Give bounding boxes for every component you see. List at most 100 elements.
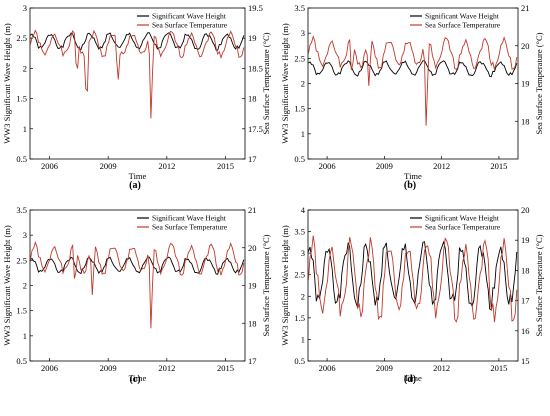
x-tick-label: 2009	[376, 363, 393, 373]
x-tick-label: 2015	[490, 363, 507, 373]
y-tick-label: 1.5	[16, 306, 27, 316]
panel-a: 2006 2009 2012 2015 0.5 1 1.5 2 2.5 3 17 17.5 18 18.5…	[2, 3, 271, 191]
x-tick-label: 2009	[100, 363, 117, 373]
x-tick-label: 2006	[319, 363, 336, 373]
plot-frame	[29, 209, 246, 362]
panel-b: 2006 2009 2012 2015 0.5 1 1.5 2 2.5 3 3.5 18 19 20 21 T…	[280, 3, 544, 191]
panel-label: (d)	[404, 374, 416, 385]
x-tick-label: 2012	[158, 363, 175, 373]
y2-tick-label: 20	[521, 205, 530, 215]
y-tick-label: 0.5	[16, 154, 27, 164]
y-tick-label: 2	[301, 291, 305, 301]
y-tick-label: 2	[23, 63, 27, 73]
y-tick-label: 1	[301, 334, 305, 344]
x-tick-label: 2015	[217, 161, 234, 171]
y2-axis-label: Sea Surface Temperature (°C)	[261, 32, 271, 134]
plot-frame	[29, 7, 246, 160]
y2-tick-label: 18	[521, 116, 530, 126]
y2-tick-label: 17.5	[248, 124, 263, 134]
y2-tick-label: 17	[248, 154, 257, 164]
y-axis-label: WW3 Significant Wave Height (m)	[2, 225, 12, 346]
legend-label: Significant Wave Height	[425, 214, 500, 223]
y-tick-label: 2	[23, 281, 27, 291]
y2-tick-label: 18	[248, 94, 257, 104]
panel-label: (a)	[129, 180, 141, 191]
x-tick-label: 2009	[100, 161, 117, 171]
y-tick-label: 3	[301, 248, 305, 258]
y2-tick-label: 16	[521, 326, 530, 336]
y-tick-label: 0.5	[294, 356, 305, 366]
y-tick-label: 2.5	[294, 53, 305, 63]
legend-label: Significant Wave Height	[152, 12, 227, 21]
x-tick-label: 2009	[376, 161, 393, 171]
y2-tick-label: 19	[521, 235, 530, 245]
swh-series-line	[30, 32, 245, 51]
sst-series-line	[307, 35, 518, 126]
y-tick-label: 1	[301, 129, 305, 139]
panel-d: 2006 2009 2012 2015 0.5 1 1.5 2 2.5 3 3.5 4 15 16 17 18…	[280, 205, 544, 385]
y-tick-label: 4	[301, 205, 306, 215]
x-tick-label: 2006	[319, 161, 336, 171]
x-tick-label: 2006	[41, 161, 58, 171]
y-tick-label: 1	[23, 331, 27, 341]
y-tick-label: 1	[23, 124, 27, 134]
x-axis-label: Time	[404, 171, 422, 181]
y-tick-label: 0.5	[16, 356, 27, 366]
y2-tick-label: 15	[521, 356, 530, 366]
legend-label: Significant Wave Height	[152, 214, 227, 223]
y-tick-label: 2	[301, 79, 305, 89]
y2-axis-label: Sea Surface Temperature (°C)	[261, 234, 271, 336]
y2-tick-label: 19	[248, 281, 257, 291]
y2-tick-label: 17	[521, 296, 530, 306]
panel-label: (c)	[129, 374, 140, 385]
sst-series-line	[307, 235, 518, 323]
y2-tick-label: 17	[248, 356, 257, 366]
y2-tick-label: 19	[248, 33, 257, 43]
y-tick-label: 1.5	[16, 94, 27, 104]
y-tick-label: 2.5	[16, 255, 27, 265]
y-tick-label: 1.5	[294, 313, 305, 323]
legend-label: Sea Surface Temperature	[152, 21, 228, 30]
sst-series-line	[29, 241, 245, 329]
legend-label: Sea Surface Temperature	[152, 223, 228, 232]
sst-series-line	[29, 29, 245, 119]
y2-tick-label: 18.5	[248, 63, 263, 73]
y-axis-label: WW3 Significant Wave Height (m)	[280, 23, 290, 144]
y-axis-label: WW3 Significant Wave Height (m)	[2, 23, 12, 144]
y2-axis-label: Sea Surface Temperature (°C)	[534, 234, 544, 336]
y-tick-label: 1.5	[294, 104, 305, 114]
y-tick-label: 3	[301, 28, 305, 38]
x-axis-label: Time	[129, 373, 147, 383]
legend-label: Sea Surface Temperature	[425, 21, 501, 30]
y-tick-label: 2.5	[16, 33, 27, 43]
x-tick-label: 2015	[490, 161, 507, 171]
x-axis-label: Time	[404, 373, 422, 383]
plot-frame	[307, 209, 519, 362]
y2-axis-label: Sea Surface Temperature (°C)	[534, 32, 544, 134]
y-tick-label: 3	[23, 3, 27, 13]
y-tick-label: 0.5	[294, 154, 305, 164]
swh-series-line	[307, 240, 518, 311]
y2-tick-label: 19	[521, 79, 530, 89]
x-tick-label: 2012	[433, 161, 450, 171]
y2-tick-label: 18	[521, 265, 530, 275]
plot-frame	[307, 7, 519, 160]
x-tick-label: 2012	[433, 363, 450, 373]
y-axis-label: WW3 Significant Wave Height (m)	[280, 225, 290, 346]
y2-tick-label: 20	[248, 243, 257, 253]
panel-label: (b)	[404, 180, 416, 191]
y2-tick-label: 18	[248, 318, 257, 328]
x-tick-label: 2015	[217, 363, 234, 373]
x-axis-label: Time	[129, 171, 147, 181]
y2-tick-label: 21	[248, 205, 257, 215]
panel-c: 2006 2009 2012 2015 0.5 1 1.5 2 2.5 3 3.5 17 18 19 20 2…	[2, 205, 271, 385]
legend-label: Significant Wave Height	[425, 12, 500, 21]
x-tick-label: 2012	[158, 161, 175, 171]
y-tick-label: 3.5	[294, 3, 305, 13]
legend-label: Sea Surface Temperature	[425, 223, 501, 232]
y2-tick-label: 19.5	[248, 3, 263, 13]
y-tick-label: 3.5	[16, 205, 27, 215]
y2-tick-label: 21	[521, 3, 530, 13]
y-tick-label: 3	[23, 230, 27, 240]
